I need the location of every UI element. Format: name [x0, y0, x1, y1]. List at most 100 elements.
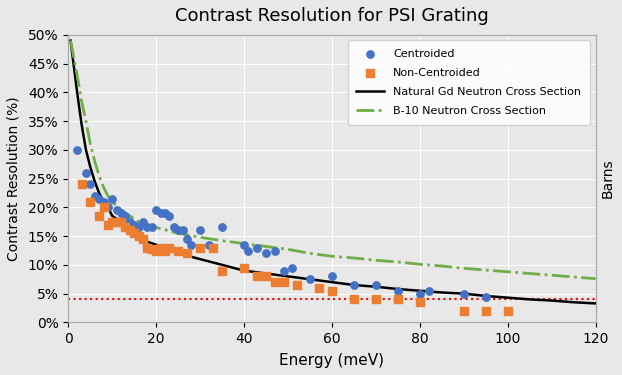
Non-Centroided [393, 296, 403, 302]
Centroided [108, 196, 118, 202]
B-10 Neutron Cross Section [460, 266, 468, 271]
Natural Gd Neutron Cross Section [240, 268, 248, 273]
Natural Gd Neutron Cross Section [73, 90, 81, 94]
Centroided [94, 196, 104, 202]
Natural Gd Neutron Cross Section [104, 205, 111, 210]
Non-Centroided [292, 282, 302, 288]
B-10 Neutron Cross Section [548, 273, 555, 278]
Centroided [261, 251, 271, 257]
Non-Centroided [208, 244, 218, 250]
Centroided [327, 273, 337, 279]
Non-Centroided [116, 219, 126, 225]
Centroided [156, 210, 165, 216]
Centroided [85, 182, 95, 188]
Line: B-10 Neutron Cross Section: B-10 Neutron Cross Section [70, 40, 595, 279]
Centroided [164, 213, 174, 219]
Natural Gd Neutron Cross Section [460, 291, 468, 296]
Centroided [270, 248, 280, 254]
B-10 Neutron Cross Section [135, 219, 142, 224]
Non-Centroided [125, 227, 135, 233]
B-10 Neutron Cross Section [504, 270, 511, 274]
B-10 Neutron Cross Section [306, 251, 313, 256]
Natural Gd Neutron Cross Section [416, 288, 424, 293]
Natural Gd Neutron Cross Section [86, 165, 94, 170]
Non-Centroided [142, 244, 152, 250]
B-10 Neutron Cross Section [174, 231, 182, 236]
Centroided [253, 244, 262, 250]
B-10 Neutron Cross Section [118, 208, 125, 213]
Centroided [349, 282, 359, 288]
Non-Centroided [156, 244, 165, 250]
B-10 Neutron Cross Section [240, 242, 248, 246]
Non-Centroided [85, 199, 95, 205]
Centroided [116, 210, 126, 216]
B-10 Neutron Cross Section [372, 258, 379, 262]
Natural Gd Neutron Cross Section [262, 271, 270, 276]
Natural Gd Neutron Cross Section [152, 243, 160, 247]
Natural Gd Neutron Cross Section [78, 122, 85, 126]
Natural Gd Neutron Cross Section [218, 262, 226, 267]
Non-Centroided [160, 248, 170, 254]
B-10 Neutron Cross Section [438, 264, 445, 268]
Non-Centroided [134, 233, 144, 239]
Non-Centroided [481, 308, 491, 314]
Centroided [195, 227, 205, 233]
Centroided [169, 225, 179, 231]
B-10 Neutron Cross Section [284, 247, 292, 252]
Non-Centroided [253, 273, 262, 279]
Natural Gd Neutron Cross Section [118, 219, 125, 224]
B-10 Neutron Cross Section [592, 276, 599, 281]
Centroided [98, 199, 108, 205]
Natural Gd Neutron Cross Section [372, 285, 379, 289]
Natural Gd Neutron Cross Section [438, 290, 445, 295]
Natural Gd Neutron Cross Section [135, 234, 142, 238]
Centroided [125, 219, 135, 225]
Natural Gd Neutron Cross Section [526, 297, 533, 302]
B-10 Neutron Cross Section [262, 244, 270, 249]
Non-Centroided [164, 244, 174, 250]
Natural Gd Neutron Cross Section [548, 298, 555, 303]
Non-Centroided [112, 219, 122, 225]
B-10 Neutron Cross Section [109, 200, 116, 204]
B-10 Neutron Cross Section [78, 99, 85, 103]
Centroided [160, 210, 170, 216]
Natural Gd Neutron Cross Section [592, 301, 599, 306]
Centroided [147, 225, 157, 231]
Non-Centroided [182, 251, 192, 257]
Non-Centroided [173, 248, 183, 254]
Centroided [121, 213, 131, 219]
Centroided [305, 276, 315, 282]
B-10 Neutron Cross Section [350, 256, 358, 260]
X-axis label: Energy (meV): Energy (meV) [279, 353, 384, 368]
Non-Centroided [313, 285, 323, 291]
Centroided [415, 291, 425, 297]
Centroided [204, 242, 214, 248]
B-10 Neutron Cross Section [328, 254, 336, 258]
B-10 Neutron Cross Section [416, 262, 424, 267]
B-10 Neutron Cross Section [126, 214, 134, 218]
Non-Centroided [327, 288, 337, 294]
Natural Gd Neutron Cross Section [144, 240, 151, 244]
Non-Centroided [103, 222, 113, 228]
Centroided [481, 294, 491, 300]
Non-Centroided [239, 265, 249, 271]
Centroided [112, 207, 122, 213]
Centroided [371, 282, 381, 288]
B-10 Neutron Cross Section [100, 185, 107, 189]
B-10 Neutron Cross Section [197, 235, 204, 240]
Natural Gd Neutron Cross Section [394, 287, 402, 291]
B-10 Neutron Cross Section [570, 275, 577, 279]
Centroided [103, 204, 113, 210]
Non-Centroided [459, 308, 469, 314]
Natural Gd Neutron Cross Section [570, 300, 577, 304]
B-10 Neutron Cross Section [218, 238, 226, 243]
Centroided [81, 170, 91, 176]
Non-Centroided [129, 230, 139, 236]
Natural Gd Neutron Cross Section [482, 294, 490, 298]
Natural Gd Neutron Cross Section [95, 191, 103, 195]
B-10 Neutron Cross Section [144, 224, 151, 228]
Natural Gd Neutron Cross Section [174, 251, 182, 256]
Non-Centroided [279, 279, 289, 285]
Natural Gd Neutron Cross Section [306, 277, 313, 282]
Natural Gd Neutron Cross Section [109, 214, 116, 218]
